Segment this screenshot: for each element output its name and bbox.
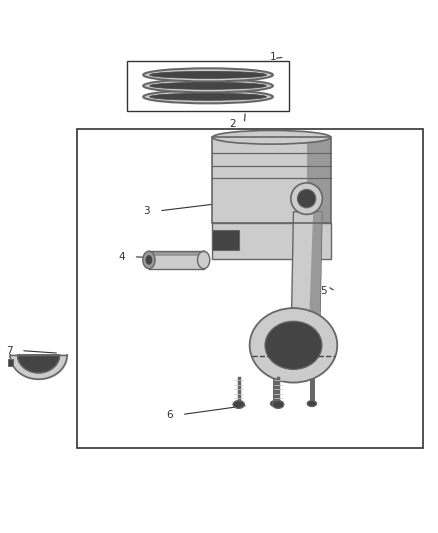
Text: 5: 5 <box>320 286 327 296</box>
Text: 2: 2 <box>229 119 236 128</box>
Polygon shape <box>307 138 331 223</box>
Polygon shape <box>149 251 204 256</box>
Ellipse shape <box>146 255 152 264</box>
Ellipse shape <box>150 82 266 90</box>
Ellipse shape <box>265 321 322 369</box>
Ellipse shape <box>143 90 273 103</box>
Text: 3: 3 <box>144 206 150 216</box>
Polygon shape <box>149 251 204 269</box>
Polygon shape <box>10 355 67 379</box>
Ellipse shape <box>291 183 322 214</box>
Ellipse shape <box>297 189 316 208</box>
Ellipse shape <box>143 68 273 82</box>
Polygon shape <box>8 359 13 366</box>
Ellipse shape <box>212 131 331 144</box>
Ellipse shape <box>143 79 273 92</box>
Polygon shape <box>212 230 239 250</box>
Ellipse shape <box>250 308 337 383</box>
Text: 6: 6 <box>166 409 173 419</box>
Ellipse shape <box>143 251 155 269</box>
Ellipse shape <box>198 251 210 269</box>
Ellipse shape <box>272 400 284 408</box>
Ellipse shape <box>150 93 266 100</box>
Text: 1: 1 <box>269 52 276 62</box>
Ellipse shape <box>270 400 280 407</box>
Ellipse shape <box>150 71 266 78</box>
Text: 4: 4 <box>118 252 125 262</box>
Polygon shape <box>212 223 331 259</box>
Polygon shape <box>291 212 322 330</box>
Ellipse shape <box>307 400 317 407</box>
Polygon shape <box>309 212 322 330</box>
Text: 7: 7 <box>6 345 12 356</box>
Polygon shape <box>212 138 331 223</box>
Ellipse shape <box>233 400 244 408</box>
Polygon shape <box>18 355 60 373</box>
